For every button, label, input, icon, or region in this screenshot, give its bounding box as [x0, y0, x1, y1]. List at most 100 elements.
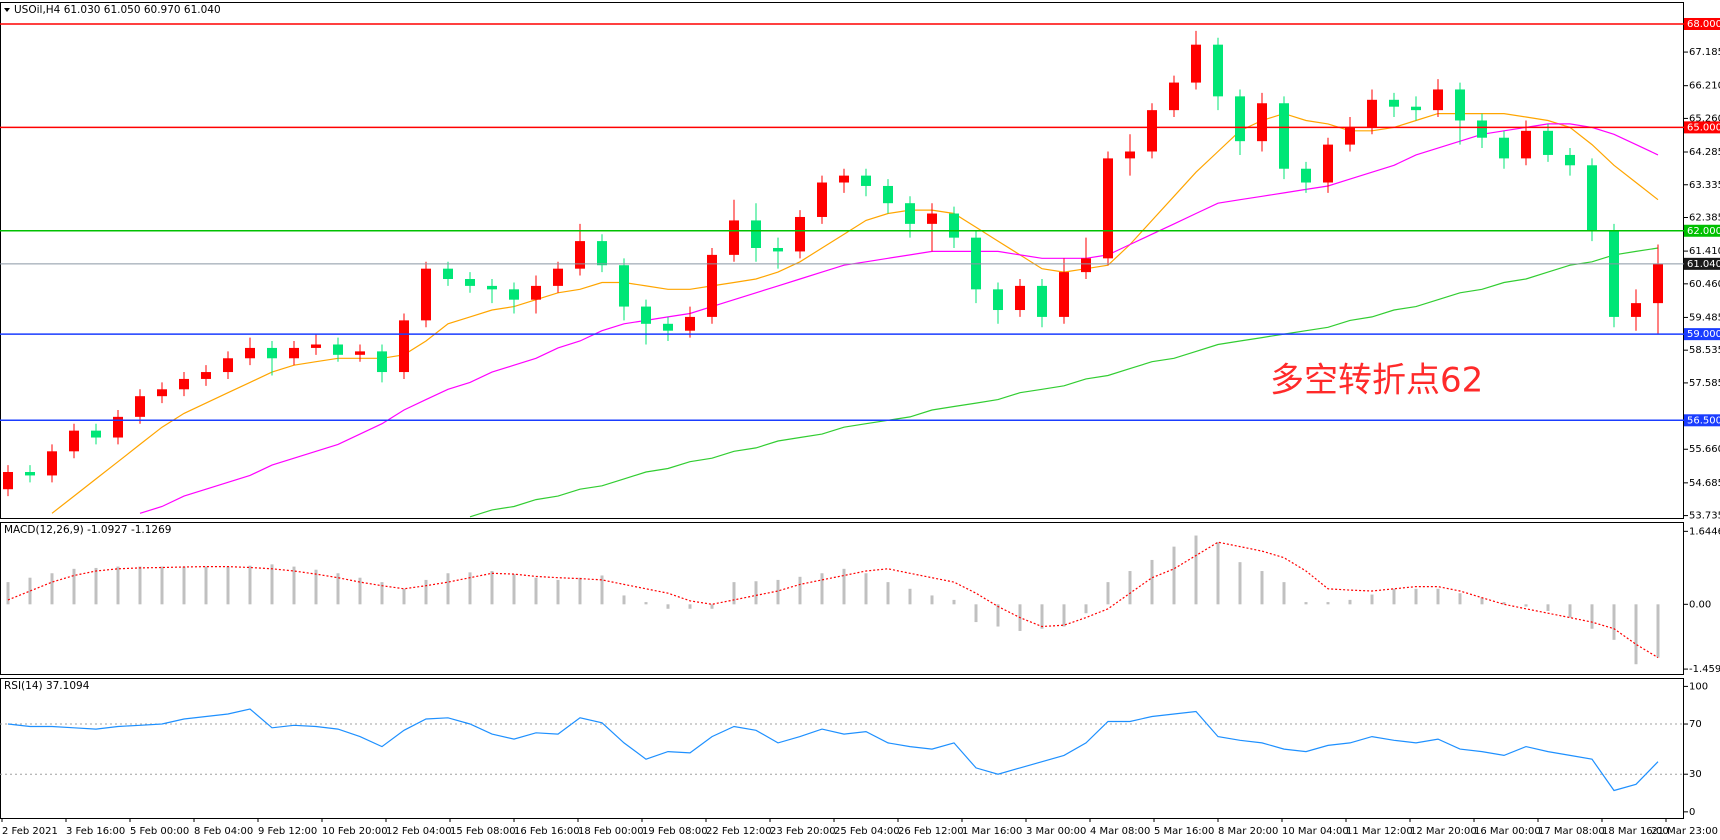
macd-bar — [490, 571, 494, 605]
macd-bar — [182, 566, 186, 605]
candle-body — [1631, 303, 1641, 317]
candle-body — [1433, 89, 1443, 111]
candle-body — [47, 451, 57, 476]
macd-bar — [94, 567, 98, 605]
macd-bar — [446, 573, 450, 605]
macd-bar — [1062, 604, 1066, 627]
candle-body — [3, 471, 13, 490]
y-tick-label: 1.6446 — [1689, 526, 1720, 537]
candle-body — [69, 430, 79, 452]
time-label: 2 Feb 2021 — [2, 826, 58, 837]
last-price-box — [1684, 257, 1720, 270]
macd-bar — [1634, 604, 1638, 665]
macd-bar — [6, 582, 10, 605]
macd-bar — [1480, 597, 1484, 605]
macd-bar — [974, 604, 978, 623]
macd-bar — [688, 604, 692, 609]
candle-body — [927, 213, 937, 224]
indicator-line — [7, 541, 1659, 659]
macd-bar — [1568, 604, 1572, 618]
candle-body — [861, 175, 871, 186]
candle-body — [575, 241, 585, 269]
macd-bar — [908, 588, 912, 605]
candle-body — [1521, 130, 1531, 159]
level-label: 56.500 — [1687, 415, 1720, 426]
macd-bar — [1590, 604, 1594, 629]
candle-body — [1169, 82, 1179, 111]
candle-body — [1213, 44, 1223, 97]
candle-body — [531, 285, 541, 300]
time-label: 3 Mar 00:00 — [1026, 826, 1086, 837]
candle-body — [1257, 103, 1267, 142]
candle-body — [817, 182, 827, 217]
macd-bar — [1612, 604, 1616, 640]
candle-body — [1543, 130, 1553, 155]
time-label: 18 Mar 16:00 — [1602, 826, 1669, 837]
macd-bar — [930, 595, 934, 605]
candle-body — [993, 289, 1003, 311]
y-tick-label: 67.185 — [1689, 47, 1720, 58]
macd-bar — [1238, 562, 1242, 605]
macd-bar — [1106, 582, 1110, 605]
macd-bar — [1436, 588, 1440, 605]
macd-bar — [1150, 559, 1154, 605]
macd-bar — [424, 579, 428, 605]
time-label: 3 Feb 16:00 — [66, 826, 125, 837]
time-label: 25 Feb 04:00 — [834, 826, 900, 837]
macd-bar — [314, 569, 318, 605]
macd-bar — [1656, 604, 1660, 658]
candle-body — [619, 265, 629, 307]
candle-body — [509, 289, 519, 300]
time-label: 19 Feb 08:00 — [642, 826, 708, 837]
time-label: 12 Feb 04:00 — [386, 826, 452, 837]
macd-bar — [578, 577, 582, 605]
macd-bar — [402, 588, 406, 605]
macd-bar — [798, 576, 802, 605]
level-label: 62.000 — [1687, 226, 1720, 237]
y-tick-label: 58.535 — [1689, 345, 1720, 356]
last-price-label: 61.040 — [1687, 259, 1720, 270]
candle-body — [1059, 272, 1069, 317]
macd-bar — [754, 581, 758, 605]
y-tick-label: 53.735 — [1689, 511, 1720, 522]
candle-body — [1081, 258, 1091, 273]
time-label: 26 Feb 12:00 — [898, 826, 964, 837]
level-label: 65.000 — [1687, 122, 1720, 133]
indicator-line — [139, 123, 1659, 514]
macd-bar — [1546, 604, 1550, 611]
macd-bar — [1502, 602, 1506, 605]
y-tick-label: 64.285 — [1689, 147, 1720, 158]
time-label: 15 Feb 08:00 — [450, 826, 516, 837]
y-tick-label: 0 — [1689, 807, 1695, 818]
time-label: 5 Feb 00:00 — [130, 826, 189, 837]
candle-body — [685, 316, 695, 331]
macd-bar — [1304, 602, 1308, 605]
macd-bar — [380, 582, 384, 605]
macd-bar — [468, 572, 472, 605]
macd-bar — [1260, 571, 1264, 605]
y-tick-label: 59.485 — [1689, 312, 1720, 323]
macd-bar — [1172, 546, 1176, 605]
macd-bar — [556, 579, 560, 605]
macd-bar — [248, 565, 252, 605]
y-tick-label: 30 — [1689, 769, 1702, 780]
candle-body — [1279, 103, 1289, 169]
macd-bar — [644, 602, 648, 605]
y-tick-label: 70 — [1689, 719, 1702, 730]
macd-bar — [336, 573, 340, 605]
time-label: 5 Mar 16:00 — [1154, 826, 1214, 837]
macd-bar — [666, 604, 670, 609]
candle-body — [443, 268, 453, 280]
macd-bar — [1282, 582, 1286, 605]
macd-bar — [1084, 604, 1088, 614]
macd-bar — [50, 573, 54, 605]
macd-bar — [1128, 571, 1132, 605]
annotation: 多空转折点62 — [1270, 361, 1483, 401]
indicator-line — [7, 708, 1659, 792]
candle-body — [355, 351, 365, 355]
time-label: 17 Mar 08:00 — [1538, 826, 1605, 837]
indicator-line — [469, 247, 1659, 518]
y-tick-label: 54.685 — [1689, 478, 1720, 489]
candle-body — [949, 213, 959, 238]
